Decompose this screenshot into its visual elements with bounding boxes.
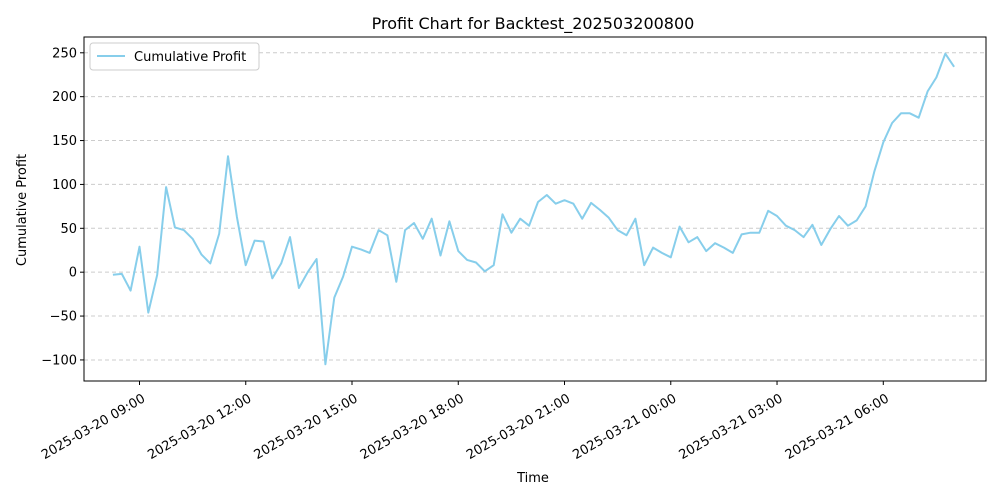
x-tick-label: 2025-03-21 00:00	[570, 391, 679, 463]
x-tick-label: 2025-03-21 06:00	[783, 391, 892, 463]
y-axis-ticks: −100 −50 0 50 100 150 200 250	[41, 46, 84, 368]
legend-label: Cumulative Profit	[134, 50, 246, 65]
x-tick-label: 2025-03-20 21:00	[464, 391, 573, 463]
y-tick-label: 200	[52, 90, 77, 105]
x-tick-label: 2025-03-20 09:00	[39, 391, 148, 463]
y-gridlines	[84, 52, 986, 361]
x-tick-label: 2025-03-21 03:00	[677, 391, 786, 463]
y-tick-label: 50	[60, 222, 77, 237]
x-tick-label: 2025-03-20 15:00	[252, 391, 361, 463]
y-tick-label: 100	[52, 178, 77, 193]
x-tick-label: 2025-03-20 12:00	[145, 391, 254, 463]
cumulative-profit-line	[112, 52, 955, 366]
y-tick-label: 150	[52, 134, 77, 149]
y-axis-label: Cumulative Profit	[15, 154, 30, 266]
x-tick-label: 2025-03-20 18:00	[358, 391, 467, 463]
y-tick-label: 250	[52, 46, 77, 61]
chart-title: Profit Chart for Backtest_202503200800	[372, 14, 695, 34]
legend-box	[89, 42, 260, 71]
x-axis-label: Time	[516, 471, 549, 486]
y-tick-label: −100	[41, 353, 77, 368]
legend: Cumulative Profit	[89, 42, 260, 71]
plot-frame	[83, 36, 987, 382]
y-tick-label: 0	[69, 266, 77, 281]
y-tick-label: −50	[50, 310, 77, 325]
